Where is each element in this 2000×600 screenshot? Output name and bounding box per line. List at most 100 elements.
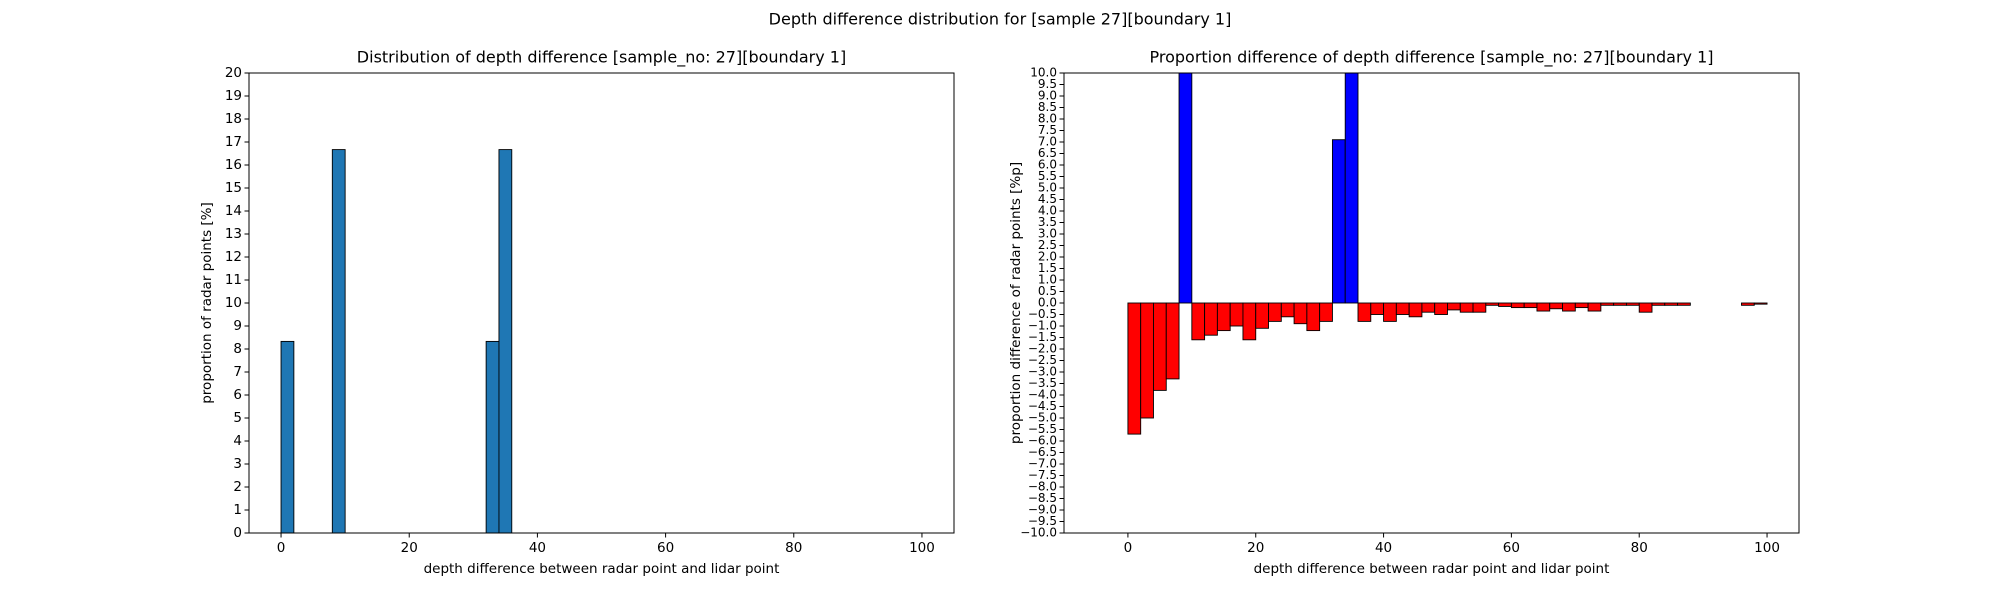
y-tick-label: 5: [233, 410, 242, 426]
y-tick-label: −6.5: [1028, 445, 1057, 459]
bar: [1421, 302, 1436, 313]
bar: [1370, 302, 1385, 315]
bar: [1574, 302, 1589, 309]
bar: [1434, 302, 1448, 315]
y-tick-label: −6.0: [1028, 434, 1057, 448]
x-tick-label: 20: [401, 540, 418, 556]
y-tick-label: 9: [233, 318, 242, 334]
bar: [498, 149, 513, 533]
x-tick-label: 80: [1631, 540, 1648, 556]
y-tick-label: 7.0: [1038, 135, 1057, 149]
y-tick-label: −9.0: [1028, 503, 1057, 517]
bar: [1280, 302, 1295, 318]
y-tick-label: 4.5: [1038, 192, 1057, 206]
axes-title: Proportion difference of depth differenc…: [1149, 48, 1713, 68]
y-tick-label: 6: [233, 387, 242, 403]
bar: [1677, 302, 1691, 306]
bar: [1357, 302, 1372, 322]
y-tick-label: −7.5: [1028, 468, 1057, 482]
y-tick-label: −7.0: [1028, 457, 1057, 471]
bar: [1383, 302, 1397, 322]
bar: [1447, 302, 1461, 311]
y-tick-label: 5.0: [1038, 181, 1057, 195]
y-tick-label: 10: [225, 295, 242, 311]
y-tick-label: 1: [233, 502, 242, 518]
y-tick-label: 8: [233, 341, 242, 357]
y-tick-label: 4.0: [1038, 204, 1057, 218]
bar: [1242, 302, 1257, 341]
bar: [1140, 302, 1154, 419]
y-tick-label: 3.0: [1038, 227, 1057, 241]
bar: [1459, 302, 1474, 313]
x-tick-label: 40: [529, 540, 546, 556]
bar: [1523, 302, 1538, 309]
y-tick-label: 10.0: [1030, 66, 1057, 80]
x-tick-label: 60: [657, 540, 674, 556]
y-tick-label: 17: [225, 134, 242, 150]
bar: [1191, 302, 1206, 341]
x-tick-label: 100: [909, 540, 935, 556]
y-tick-label: 4: [233, 433, 242, 449]
x-axis-label: depth difference between radar point and…: [424, 561, 780, 577]
y-tick-label: 9.0: [1038, 89, 1057, 103]
y-tick-label: −3.0: [1028, 365, 1057, 379]
y-tick-label: 2.0: [1038, 250, 1057, 264]
bar: [1178, 73, 1193, 304]
bar: [1664, 302, 1679, 306]
bar: [1408, 302, 1423, 318]
y-tick-label: −4.0: [1028, 388, 1057, 402]
y-tick-label: 18: [225, 111, 242, 127]
y-tick-label: −1.0: [1028, 319, 1057, 333]
y-tick-label: −8.0: [1028, 480, 1057, 494]
axes-title: Distribution of depth difference [sample…: [357, 48, 846, 68]
y-tick-label: −2.0: [1028, 342, 1057, 356]
y-tick-label: 0.0: [1038, 296, 1057, 310]
y-tick-label: 0.5: [1038, 284, 1057, 298]
bar: [1165, 302, 1180, 380]
plot-area: [280, 149, 513, 533]
y-tick-label: 16: [225, 157, 242, 173]
x-tick-label: 40: [1375, 540, 1392, 556]
y-tick-label: 8.0: [1038, 112, 1057, 126]
y-tick-label: 7.5: [1038, 123, 1057, 137]
y-tick-label: −1.5: [1028, 330, 1057, 344]
bar: [1319, 302, 1333, 322]
bar: [1472, 302, 1487, 313]
y-tick-label: −5.5: [1028, 422, 1057, 436]
x-tick-label: 60: [1503, 540, 1520, 556]
y-tick-label: 20: [225, 65, 242, 81]
bar: [485, 340, 500, 533]
bar: [1127, 302, 1142, 435]
bar: [280, 340, 295, 533]
bar: [1638, 302, 1653, 313]
bar: [1306, 302, 1321, 332]
y-tick-label: 7: [233, 364, 242, 380]
y-tick-label: 2: [233, 479, 242, 495]
bar: [1395, 302, 1410, 315]
bar: [1613, 302, 1627, 306]
y-tick-label: 6.5: [1038, 146, 1057, 160]
x-tick-label: 0: [277, 540, 286, 556]
bar: [1331, 139, 1346, 304]
y-axis-label: proportion of radar points [%]: [199, 202, 215, 404]
plot-area: [1127, 73, 1768, 435]
y-tick-label: −2.5: [1028, 353, 1057, 367]
y-tick-label: 6.0: [1038, 158, 1057, 172]
bar: [1255, 302, 1269, 329]
y-tick-label: 2.5: [1038, 238, 1057, 252]
x-tick-label: 80: [785, 540, 802, 556]
bar: [1536, 302, 1551, 312]
y-tick-label: −5.0: [1028, 411, 1057, 425]
y-tick-label: 8.5: [1038, 100, 1057, 114]
bar: [1293, 302, 1308, 325]
y-tick-label: 0: [233, 525, 242, 541]
y-tick-label: 11: [225, 272, 242, 288]
bar: [1625, 302, 1640, 306]
bar: [1204, 302, 1218, 336]
bar: [1268, 302, 1282, 322]
bar: [1153, 302, 1167, 391]
y-tick-label: 5.5: [1038, 169, 1057, 183]
y-tick-label: 1.0: [1038, 273, 1057, 287]
y-tick-label: 14: [225, 203, 242, 219]
